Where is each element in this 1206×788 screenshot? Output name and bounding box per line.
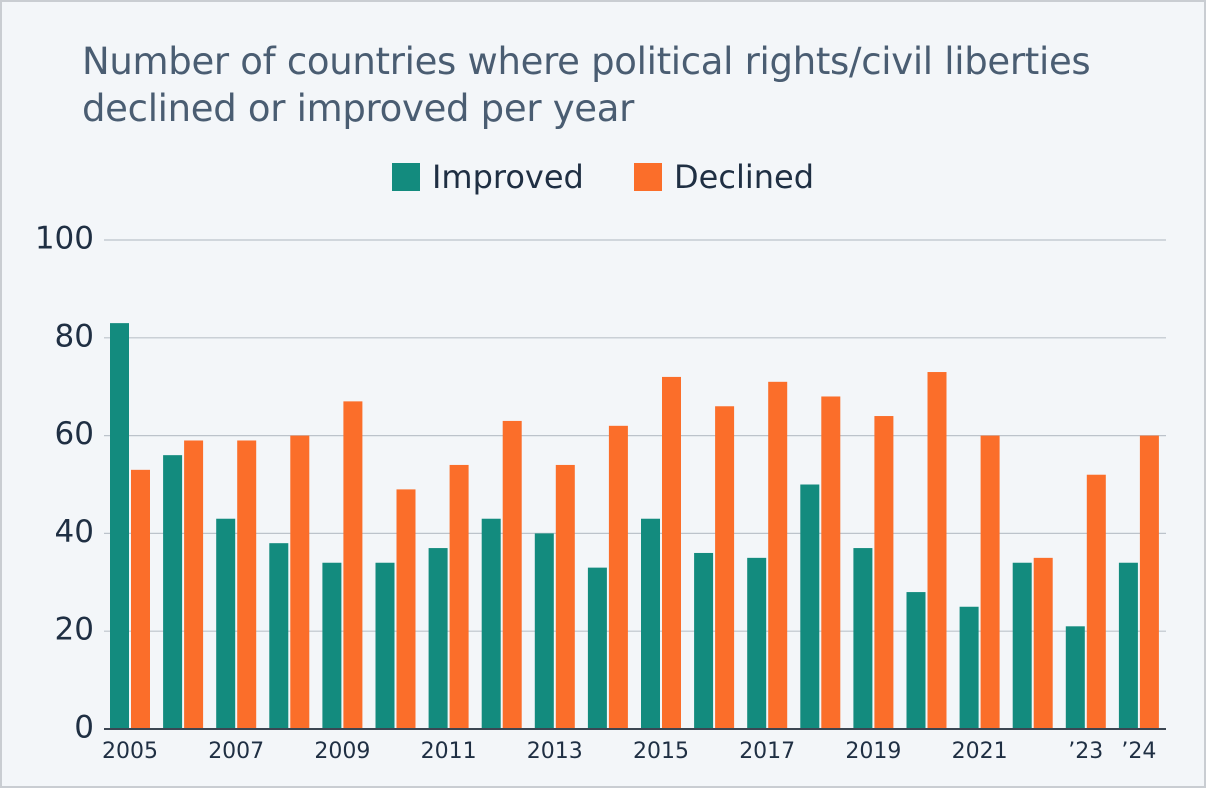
bar-declined-2005 <box>131 469 150 729</box>
bar-improved-2019 <box>853 548 873 729</box>
x-tick-label: 2015 <box>633 739 689 764</box>
x-tick-label: 2013 <box>527 739 583 764</box>
bar-improved-2020 <box>906 592 926 729</box>
bar-improved-2017 <box>747 557 767 729</box>
bar-improved-2009 <box>322 562 342 729</box>
bar-improved-23 <box>1065 626 1085 729</box>
legend-item-improved: Improved <box>391 158 584 196</box>
bar-improved-2005 <box>110 323 129 729</box>
bar-declined-2009 <box>343 401 363 729</box>
bar-declined-2021 <box>980 435 1000 729</box>
bar-improved-2016 <box>694 552 714 729</box>
bar-improved-2013 <box>534 533 554 729</box>
bar-improved-2021 <box>959 606 979 729</box>
bar-declined-2013 <box>555 464 575 729</box>
bar-improved-2007 <box>216 518 236 729</box>
y-tick-label: 100 <box>35 221 94 257</box>
bar-declined-2012 <box>502 420 522 729</box>
bar-declined-2020 <box>927 372 947 729</box>
bar-declined-2014 <box>608 425 628 729</box>
bar-improved-24 <box>1118 562 1138 729</box>
y-tick-label: 0 <box>74 710 94 746</box>
chart-title-line-2: declined or improved per year <box>82 87 635 130</box>
bar-declined-2008 <box>290 435 310 729</box>
bar-declined-2017 <box>768 381 788 729</box>
bar-declined-2022 <box>1033 557 1053 729</box>
bar-improved-2014 <box>587 567 607 729</box>
x-tick-label: ’24 <box>1121 739 1156 764</box>
bar-improved-2008 <box>269 543 289 729</box>
y-tick-label: 60 <box>55 416 94 452</box>
legend-swatch-declined <box>634 163 663 191</box>
chart-title: Number of countries where political righ… <box>82 38 1162 132</box>
x-tick-label: 2021 <box>952 739 1008 764</box>
chart-legend: Improved Declined <box>0 158 1206 199</box>
y-tick-label: 80 <box>55 318 94 354</box>
bar-declined-23 <box>1086 474 1106 729</box>
x-tick-label: 2017 <box>739 739 795 764</box>
bar-improved-2011 <box>428 548 448 729</box>
bar-improved-2012 <box>481 518 501 729</box>
bar-declined-24 <box>1139 435 1159 729</box>
legend-label-declined: Declined <box>674 158 815 196</box>
x-tick-label: ’23 <box>1068 739 1103 764</box>
bar-declined-2010 <box>396 489 416 729</box>
y-tick-label: 40 <box>55 514 94 550</box>
bar-declined-2007 <box>237 440 257 729</box>
x-tick-label: 2019 <box>845 739 901 764</box>
x-tick-label: 2005 <box>102 739 158 764</box>
legend-item-declined: Declined <box>634 158 814 196</box>
y-tick-label: 20 <box>55 612 94 648</box>
x-tick-label: 2007 <box>208 739 264 764</box>
x-tick-label: 2011 <box>421 739 477 764</box>
bar-declined-2006 <box>184 440 204 729</box>
x-tick-label: 2009 <box>314 739 370 764</box>
bar-improved-2010 <box>375 562 395 729</box>
chart-title-line-1: Number of countries where political righ… <box>82 40 1091 83</box>
bar-declined-2019 <box>874 416 894 729</box>
bar-declined-2015 <box>662 376 681 729</box>
bar-improved-2018 <box>800 484 820 729</box>
legend-swatch-improved <box>391 163 420 191</box>
legend-label-improved: Improved <box>431 158 584 196</box>
bar-improved-2006 <box>163 455 183 729</box>
bar-improved-2015 <box>641 518 660 729</box>
bar-declined-2011 <box>449 464 469 729</box>
bar-improved-2022 <box>1012 562 1032 729</box>
bar-declined-2018 <box>821 396 841 729</box>
bar-declined-2016 <box>715 406 735 729</box>
